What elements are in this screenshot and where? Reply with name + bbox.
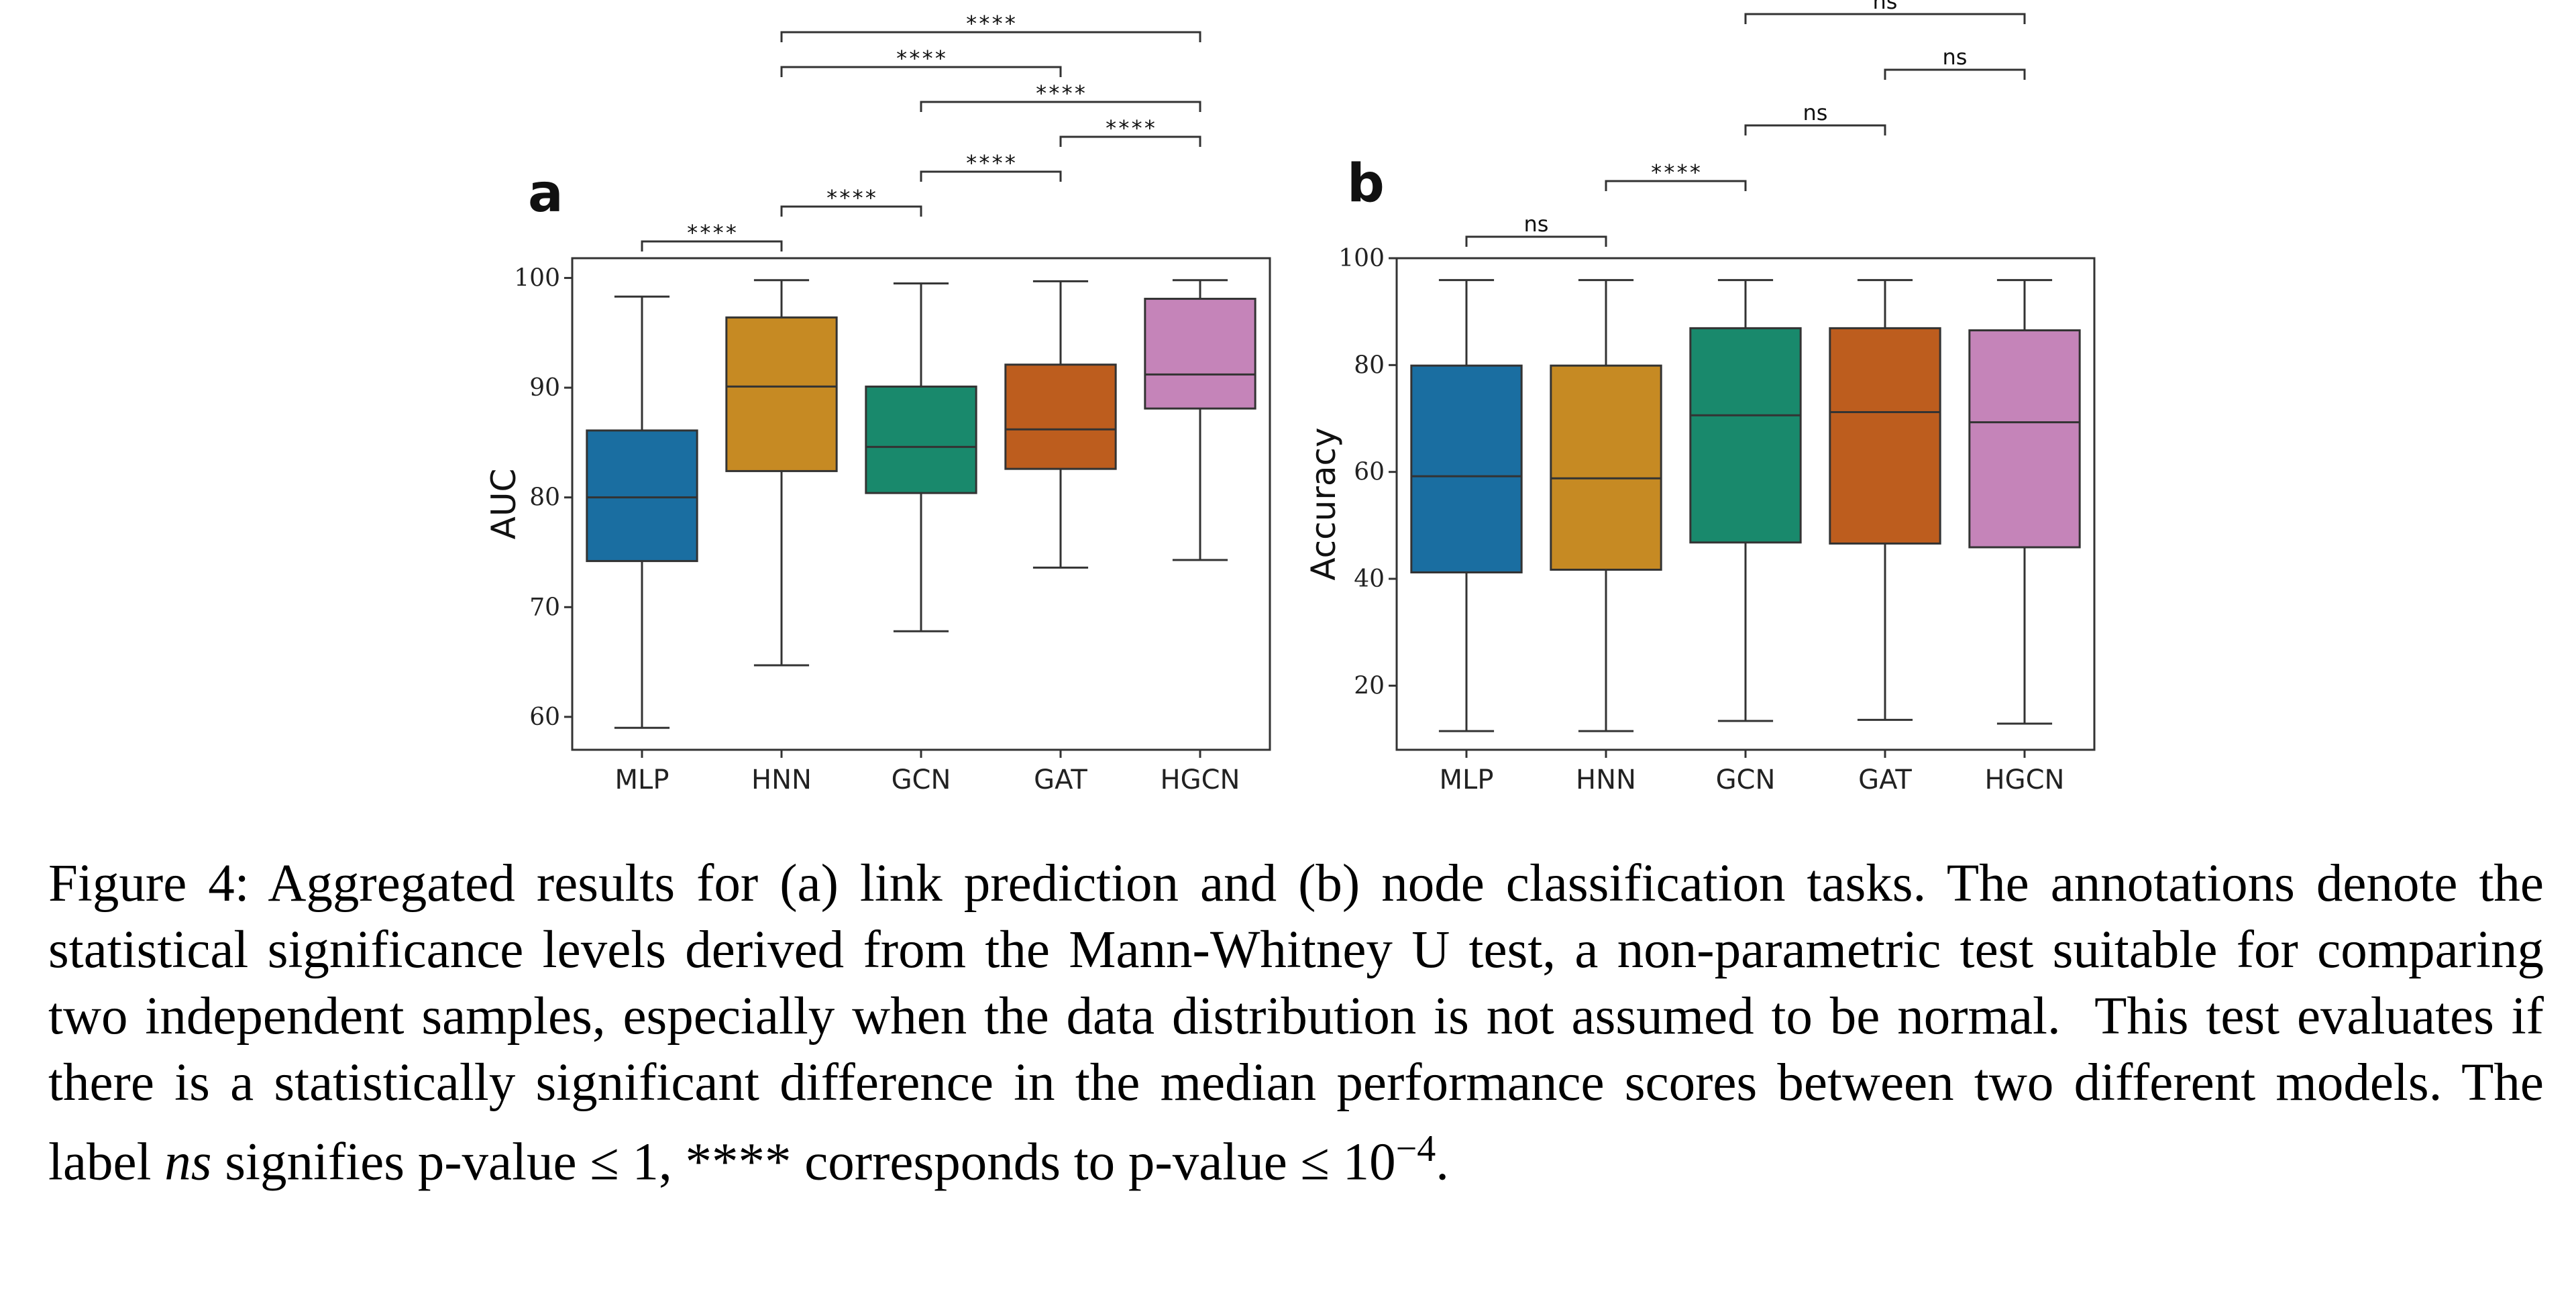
significance-bracket	[1605, 180, 1747, 191]
box-gcn	[1689, 327, 1802, 544]
significance-label: ****	[1650, 160, 1701, 185]
x-tick-label: GCN	[892, 765, 951, 795]
significance-bracket	[780, 205, 922, 217]
box-hnn	[1550, 364, 1662, 571]
significance-bracket	[1744, 124, 1886, 135]
x-tick-label: GAT	[1858, 765, 1912, 795]
y-tick-label: 100	[514, 264, 560, 292]
y-tick-label: 40	[1354, 565, 1385, 593]
significance-bracket	[1059, 135, 1201, 147]
caption-text-3: corresponds to p-value ≤ 10	[791, 1133, 1396, 1192]
box-hgcn	[1144, 298, 1256, 410]
significance-bracket	[1884, 68, 2026, 80]
significance-label: ****	[686, 220, 737, 245]
significance-bracket	[780, 31, 1201, 42]
significance-label: ns	[1524, 211, 1549, 237]
y-tick-label: 90	[529, 374, 560, 402]
y-tick-label: 60	[529, 704, 560, 731]
x-tick-label: HNN	[1576, 765, 1636, 795]
x-tick-label: GCN	[1716, 765, 1776, 795]
significance-bracket	[641, 240, 783, 251]
panel-b-chart: 20 40 60 80 100 Accuracy b MLP HNN GCN GAT HGCN ns **…	[1304, 0, 2096, 795]
panel-label: b	[1347, 154, 1385, 214]
significance-label: ****	[895, 46, 947, 71]
x-tick-label: HNN	[751, 765, 812, 795]
significance-label: ****	[1104, 115, 1156, 141]
box-hgcn	[1968, 329, 2081, 549]
panel-a-chart: 60 70 80 90 100 AUC a MLP HNN GCN GAT HGCN **** **** *…	[484, 11, 1271, 795]
significance-label: ****	[965, 11, 1016, 36]
significance-bracket	[1465, 235, 1607, 247]
y-tick-label: 60	[1354, 459, 1385, 486]
panel-label: a	[528, 164, 564, 224]
significance-label: ****	[1034, 80, 1086, 106]
significance-label: ****	[965, 150, 1016, 176]
x-tick-label: MLP	[615, 765, 669, 795]
x-tick-label: GAT	[1034, 765, 1087, 795]
box-gat	[1829, 327, 1941, 545]
box-gat	[1004, 363, 1117, 470]
caption-exponent: −4	[1395, 1128, 1436, 1170]
significance-label: ns	[1873, 0, 1898, 14]
x-tick-label: HGCN	[1161, 765, 1240, 795]
y-axis-title: AUC	[484, 469, 523, 540]
box-mlp	[586, 429, 698, 563]
x-tick-label: HGCN	[1985, 765, 2065, 795]
y-tick-label: 20	[1354, 672, 1385, 699]
y-tick-label: 80	[529, 484, 560, 512]
y-tick-label: 70	[529, 594, 560, 621]
y-tick-label: 80	[1354, 351, 1385, 379]
significance-bracket	[1744, 13, 2026, 24]
caption-stars-label: ****	[685, 1133, 792, 1192]
caption-text-4: .	[1436, 1133, 1449, 1192]
significance-label: ****	[825, 185, 877, 211]
significance-label: ns	[1943, 44, 1968, 70]
caption-text: Figure 4: Aggregated results for (a) lin…	[48, 854, 2557, 1192]
figure-caption: Figure 4: Aggregated results for (a) lin…	[48, 850, 2544, 1195]
significance-bracket	[920, 101, 1201, 112]
box-mlp	[1410, 364, 1523, 573]
caption-ns-label: ns	[164, 1133, 212, 1192]
box-gcn	[865, 385, 977, 494]
caption-text-2: signifies p-value ≤ 1,	[211, 1133, 686, 1192]
x-tick-label: MLP	[1440, 765, 1494, 795]
significance-bracket	[780, 66, 1062, 77]
y-tick-label: 100	[1338, 245, 1385, 272]
significance-label: ns	[1803, 100, 1828, 125]
y-axis-title: Accuracy	[1304, 427, 1343, 580]
box-hnn	[725, 316, 838, 472]
significance-bracket	[920, 170, 1062, 182]
